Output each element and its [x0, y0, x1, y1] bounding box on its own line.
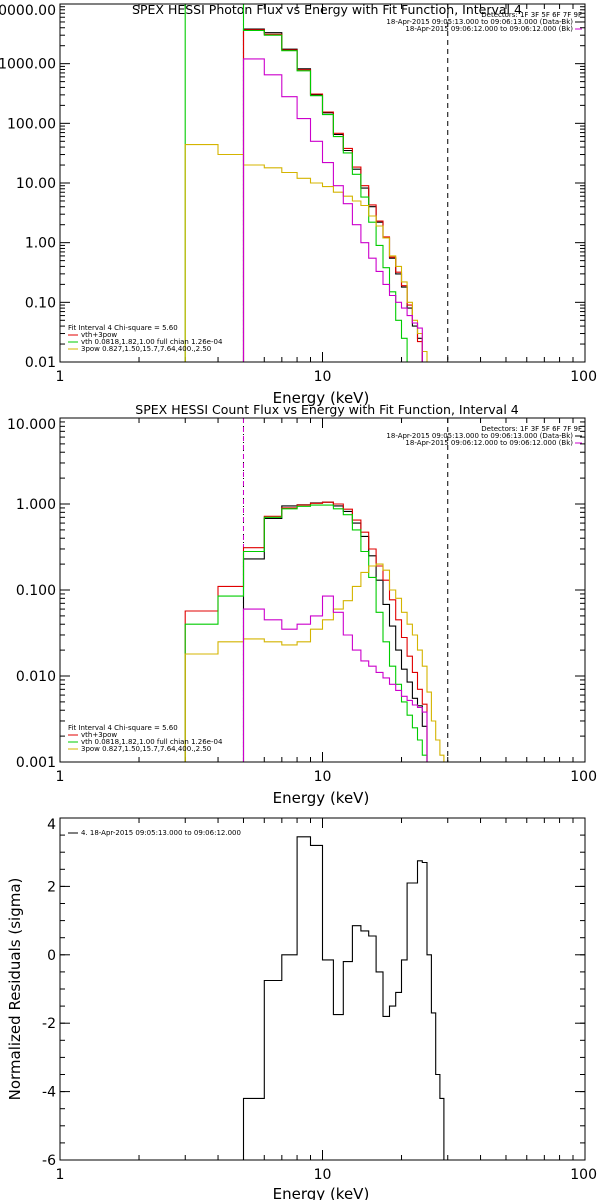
photon-flux-panel: SPEX HESSI Photon Flux vs Energy with Fi…	[0, 2, 597, 407]
photon-y-tick-label: 0.01	[25, 355, 56, 371]
photon-info-line: 18-Apr-2015 09:06:12.000 to 09:06:12.000…	[405, 25, 573, 33]
count-flux-panel: SPEX HESSI Count Flux vs Energy with Fit…	[7, 402, 597, 807]
photon-series-bk	[242, 58, 423, 362]
photon-info-line: Detectors: 1F 3F 5F 6F 7F 9F	[481, 11, 582, 19]
residual-y-tick-label: -6	[42, 1153, 56, 1169]
count-series-vth-3pow	[184, 501, 428, 762]
residual-y-tick-label: 0	[47, 948, 56, 964]
photon-series-vth-3pow	[242, 29, 423, 362]
count-legend-entry: vth+3pow	[81, 731, 117, 739]
count-y-tick-label: 0.010	[16, 669, 56, 685]
photon-y-tick-label: 100.00	[7, 116, 56, 132]
count-y-tick-label: 10.000	[7, 417, 56, 433]
photon-info-line: 18-Apr-2015 09:05:13.000 to 09:06:13.000…	[386, 18, 573, 26]
count-info-line: 18-Apr-2015 09:05:13.000 to 09:06:13.000…	[386, 432, 573, 440]
residual-plot-frame	[59, 817, 586, 1161]
photon-legend-entry: vth+3pow	[81, 331, 117, 339]
residuals-panel: Energy (keV) Normalized Residuals (sigma…	[6, 817, 597, 1200]
photon-legend-entry: 3pow 0.827,1.50,15.7,7.64,400.,2.50	[81, 345, 211, 353]
photon-x-tick-label: 1	[56, 369, 65, 385]
residual-y-tick-label: 2	[47, 879, 56, 895]
photon-y-tick-label: 10.00	[16, 176, 56, 192]
photon-y-tick-label: 1.00	[25, 236, 56, 252]
count-y-tick-label: 1.000	[16, 497, 56, 513]
count-series-data	[242, 501, 428, 762]
residual-y-tick-label: -2	[42, 1016, 56, 1032]
photon-flux-title: SPEX HESSI Photon Flux vs Energy with Fi…	[132, 2, 522, 17]
count-series-vth	[184, 504, 432, 762]
photon-legend-header: Fit Interval 4 Chi-square = 5.60	[68, 324, 178, 332]
count-x-tick-label: 1	[56, 769, 65, 785]
count-legend-entry: 3pow 0.827,1.50,15.7,7.64,400.,2.50	[81, 745, 211, 753]
residuals-xlabel: Energy (keV)	[273, 1185, 370, 1200]
residual-x-tick-label: 1	[56, 1167, 65, 1183]
count-legend-entry: vth 0.0818,1.82,1.00 full chian 1.26e-04	[81, 738, 223, 746]
photon-plot-frame	[59, 3, 586, 363]
count-info-line: 18-Apr-2015 09:06:12.000 to 09:06:12.000…	[405, 439, 573, 447]
count-flux-xlabel: Energy (keV)	[273, 789, 370, 807]
count-plot-area	[184, 418, 449, 762]
count-x-tick-label: 100	[570, 769, 597, 785]
count-y-tick-label: 0.001	[16, 755, 56, 771]
residual-legend-entry: 4. 18-Apr-2015 09:05:13.000 to 09:06:12.…	[81, 829, 241, 837]
residual-y-tick-label: 4	[47, 817, 56, 833]
count-legend-header: Fit Interval 4 Chi-square = 5.60	[68, 724, 178, 732]
count-y-tick-label: 0.100	[16, 583, 56, 599]
residual-x-tick-label: 100	[570, 1167, 597, 1183]
count-series-bk	[242, 595, 428, 762]
photon-flux-xlabel: Energy (keV)	[273, 389, 370, 407]
photon-y-tick-label: 1000.00	[0, 57, 56, 73]
count-plot-frame	[59, 417, 586, 763]
photon-legend-entry: vth 0.0818,1.82,1.00 full chian 1.26e-04	[81, 338, 223, 346]
residual-plot-area	[242, 836, 449, 1160]
residuals-ylabel: Normalized Residuals (sigma)	[6, 878, 24, 1101]
residual-series-residuals	[242, 836, 449, 1160]
residual-x-tick-label: 10	[314, 1167, 332, 1183]
photon-series-3pow	[184, 144, 432, 362]
count-info-line: Detectors: 1F 3F 5F 6F 7F 9F	[481, 425, 582, 433]
photon-series-vth	[184, 4, 413, 362]
count-x-tick-label: 10	[314, 769, 332, 785]
residual-y-tick-label: -4	[42, 1085, 56, 1101]
photon-x-tick-label: 100	[570, 369, 597, 385]
photon-x-tick-label: 10	[314, 369, 332, 385]
photon-y-tick-label: 0.10	[25, 295, 56, 311]
count-series-3pow	[184, 563, 445, 762]
photon-series-data	[242, 28, 423, 362]
photon-y-tick-label: 10000.00	[0, 3, 56, 19]
count-flux-title: SPEX HESSI Count Flux vs Energy with Fit…	[135, 402, 518, 417]
photon-plot-area	[184, 4, 449, 362]
